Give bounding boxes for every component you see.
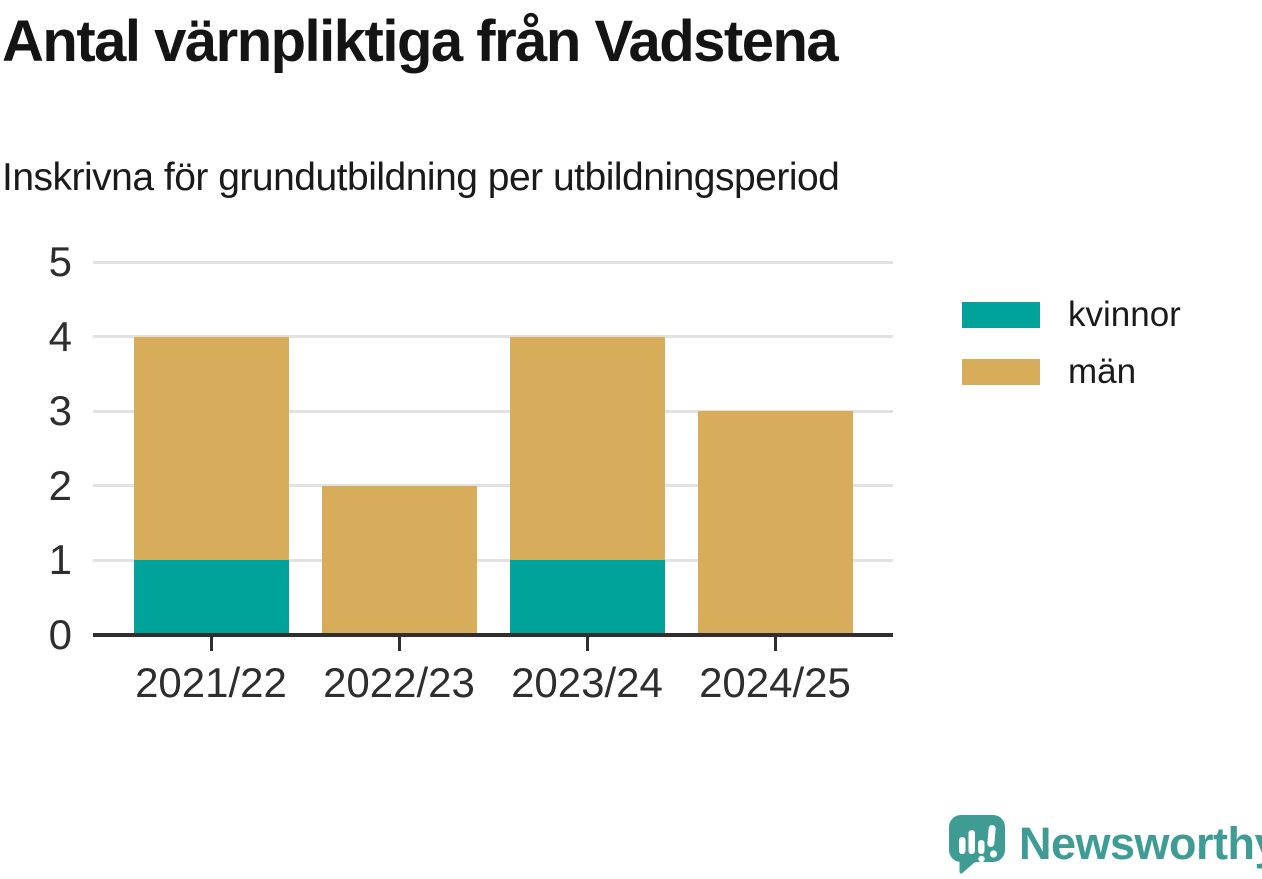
- bar-segment-man-2021-22: [133, 336, 289, 561]
- x-axis-tick: [585, 637, 589, 651]
- y-axis-tick-label: 0: [48, 611, 72, 658]
- legend: kvinnor män: [962, 295, 1181, 416]
- legend-label: kvinnor: [1068, 295, 1181, 334]
- legend-item: kvinnor: [962, 295, 1181, 334]
- bar-segment-kvinnor-2021-22: [133, 560, 289, 635]
- x-axis-tick-label: 2024/25: [699, 659, 851, 706]
- bar-segment-man-2022-23: [321, 485, 477, 635]
- x-axis-tick: [773, 637, 777, 651]
- newsworthy-logo-text: Newsworthy: [1019, 818, 1262, 869]
- chart-subtitle: Inskrivna för grundutbildning per utbild…: [2, 156, 840, 199]
- legend-item: män: [962, 352, 1181, 391]
- y-axis-tick-label: 2: [48, 461, 72, 509]
- bar-segment-kvinnor-2023-24: [509, 560, 665, 635]
- x-axis-line: [93, 633, 893, 637]
- x-axis-tick-label: 2023/24: [511, 659, 663, 706]
- gridline: [93, 260, 893, 264]
- newsworthy-logo: Newsworthy: [948, 814, 1262, 874]
- legend-swatch-kvinnor: [962, 302, 1040, 328]
- newsworthy-logo-icon: [948, 814, 1006, 874]
- bar-segment-man-2024-25: [697, 411, 853, 635]
- gridline: [93, 484, 893, 488]
- y-axis-tick-label: 5: [48, 238, 72, 285]
- gridline: [93, 335, 893, 339]
- y-axis-tick-label: 4: [48, 312, 72, 360]
- gridline: [93, 558, 893, 562]
- bar-segment-man-2023-24: [509, 336, 665, 561]
- x-axis-tick: [397, 637, 401, 651]
- x-axis-tick-label: 2022/23: [323, 659, 475, 706]
- legend-label: män: [1068, 352, 1137, 391]
- legend-swatch-man: [962, 359, 1040, 385]
- x-axis-tick-label: 2021/22: [135, 659, 287, 706]
- x-axis-tick: [209, 637, 213, 651]
- chart-title: Antal värnpliktiga från Vadstena: [2, 9, 839, 74]
- y-axis-tick-label: 1: [48, 536, 72, 584]
- y-axis-tick-label: 3: [48, 387, 72, 435]
- gridline: [93, 409, 893, 413]
